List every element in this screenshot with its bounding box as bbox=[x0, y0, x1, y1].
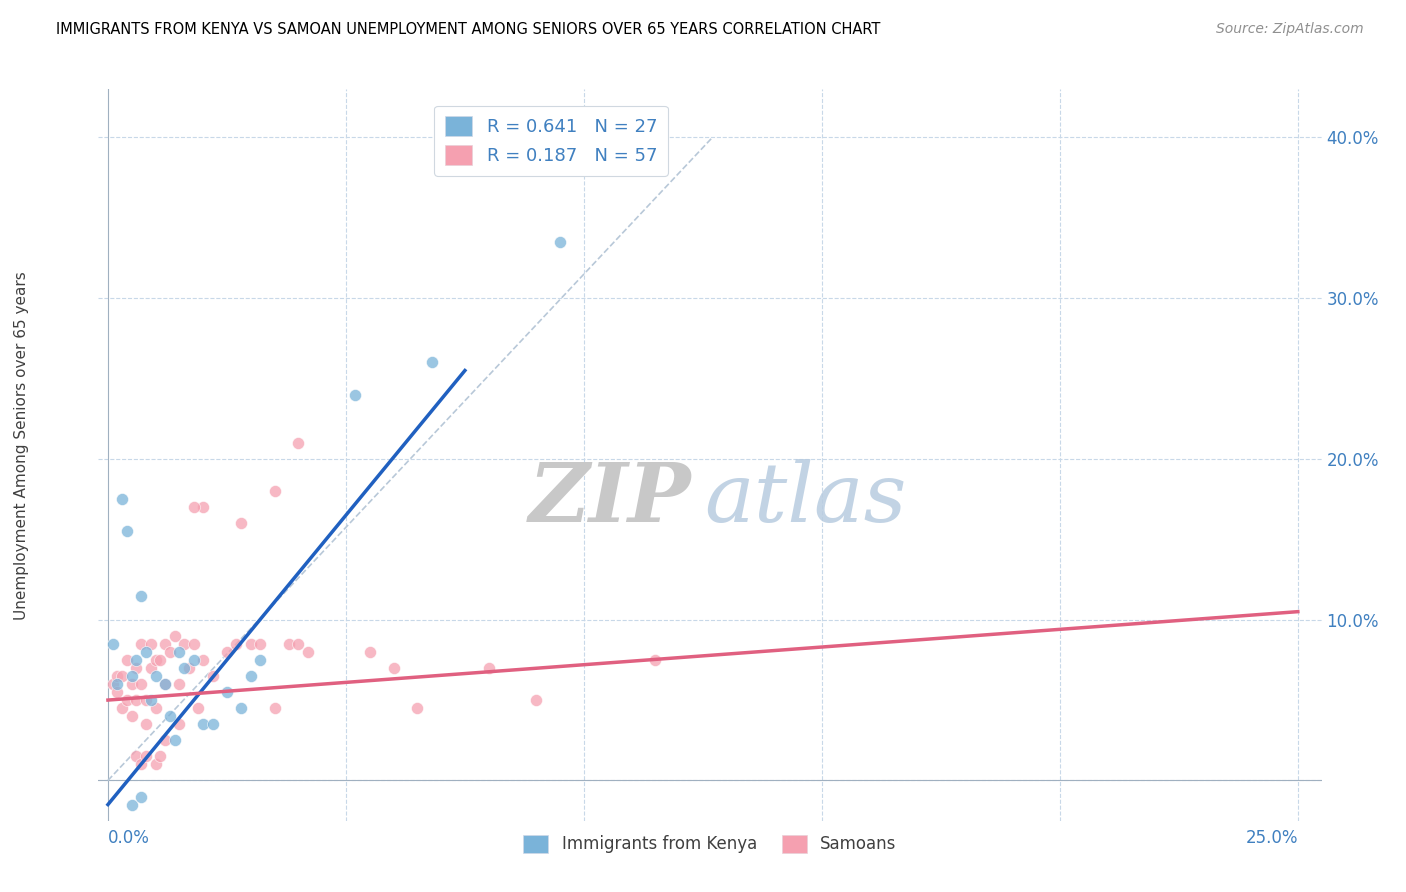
Point bbox=[153, 733, 176, 747]
Point bbox=[139, 637, 162, 651]
Point bbox=[173, 637, 195, 651]
Point bbox=[297, 645, 319, 659]
Point bbox=[115, 524, 138, 539]
Point bbox=[183, 637, 205, 651]
Point bbox=[149, 749, 172, 764]
Point bbox=[263, 484, 285, 499]
Point bbox=[153, 677, 176, 691]
Point bbox=[183, 500, 205, 515]
Point bbox=[478, 661, 501, 675]
Point bbox=[115, 653, 138, 667]
Point bbox=[263, 701, 285, 715]
Point bbox=[344, 387, 367, 401]
Point bbox=[644, 653, 666, 667]
Point bbox=[187, 701, 209, 715]
Point bbox=[139, 693, 162, 707]
Point bbox=[163, 629, 186, 643]
Point bbox=[249, 637, 271, 651]
Point bbox=[125, 749, 148, 764]
Point bbox=[277, 637, 299, 651]
Point bbox=[135, 645, 157, 659]
Point bbox=[201, 669, 224, 683]
Point bbox=[169, 677, 191, 691]
Point bbox=[420, 355, 443, 369]
Point bbox=[149, 653, 172, 667]
Point bbox=[129, 637, 152, 651]
Text: 25.0%: 25.0% bbox=[1246, 829, 1298, 847]
Point bbox=[183, 653, 205, 667]
Point bbox=[111, 492, 134, 507]
Point bbox=[225, 637, 247, 651]
Point bbox=[107, 685, 129, 699]
Point bbox=[177, 661, 200, 675]
Point bbox=[129, 789, 152, 804]
Point bbox=[121, 709, 143, 723]
Point bbox=[111, 701, 134, 715]
Point bbox=[163, 733, 186, 747]
Point bbox=[239, 669, 262, 683]
Point bbox=[359, 645, 381, 659]
Point bbox=[191, 500, 214, 515]
Point bbox=[135, 749, 157, 764]
Point bbox=[231, 516, 253, 531]
Point bbox=[249, 653, 271, 667]
Point bbox=[135, 717, 157, 731]
Point bbox=[121, 677, 143, 691]
Point bbox=[215, 685, 238, 699]
Point bbox=[239, 637, 262, 651]
Point bbox=[121, 669, 143, 683]
Point bbox=[382, 661, 405, 675]
Point bbox=[121, 797, 143, 812]
Text: ZIP: ZIP bbox=[529, 458, 692, 539]
Point bbox=[159, 709, 181, 723]
Point bbox=[145, 757, 167, 772]
Text: IMMIGRANTS FROM KENYA VS SAMOAN UNEMPLOYMENT AMONG SENIORS OVER 65 YEARS CORRELA: IMMIGRANTS FROM KENYA VS SAMOAN UNEMPLOY… bbox=[56, 22, 880, 37]
Text: 0.0%: 0.0% bbox=[108, 829, 150, 847]
Point bbox=[107, 677, 129, 691]
Point bbox=[173, 661, 195, 675]
Point bbox=[169, 645, 191, 659]
Point bbox=[548, 235, 571, 249]
Point bbox=[107, 669, 129, 683]
Text: Unemployment Among Seniors over 65 years: Unemployment Among Seniors over 65 years bbox=[14, 272, 28, 620]
Point bbox=[145, 653, 167, 667]
Point bbox=[135, 693, 157, 707]
Point bbox=[191, 717, 214, 731]
Point bbox=[125, 653, 148, 667]
Point bbox=[153, 637, 176, 651]
Point bbox=[129, 589, 152, 603]
Point bbox=[201, 717, 224, 731]
Point bbox=[139, 661, 162, 675]
Point bbox=[287, 435, 309, 450]
Point bbox=[159, 645, 181, 659]
Point bbox=[524, 693, 547, 707]
Point bbox=[231, 701, 253, 715]
Point bbox=[145, 701, 167, 715]
Point bbox=[287, 637, 309, 651]
Point bbox=[115, 693, 138, 707]
Point bbox=[153, 677, 176, 691]
Point bbox=[129, 677, 152, 691]
Point bbox=[406, 701, 429, 715]
Point bbox=[101, 637, 124, 651]
Point bbox=[111, 669, 134, 683]
Legend: Immigrants from Kenya, Samoans: Immigrants from Kenya, Samoans bbox=[517, 828, 903, 860]
Text: atlas: atlas bbox=[704, 458, 907, 539]
Point bbox=[145, 669, 167, 683]
Text: Source: ZipAtlas.com: Source: ZipAtlas.com bbox=[1216, 22, 1364, 37]
Point bbox=[125, 661, 148, 675]
Point bbox=[125, 693, 148, 707]
Point bbox=[215, 645, 238, 659]
Point bbox=[101, 677, 124, 691]
Point bbox=[169, 717, 191, 731]
Point bbox=[191, 653, 214, 667]
Point bbox=[129, 757, 152, 772]
